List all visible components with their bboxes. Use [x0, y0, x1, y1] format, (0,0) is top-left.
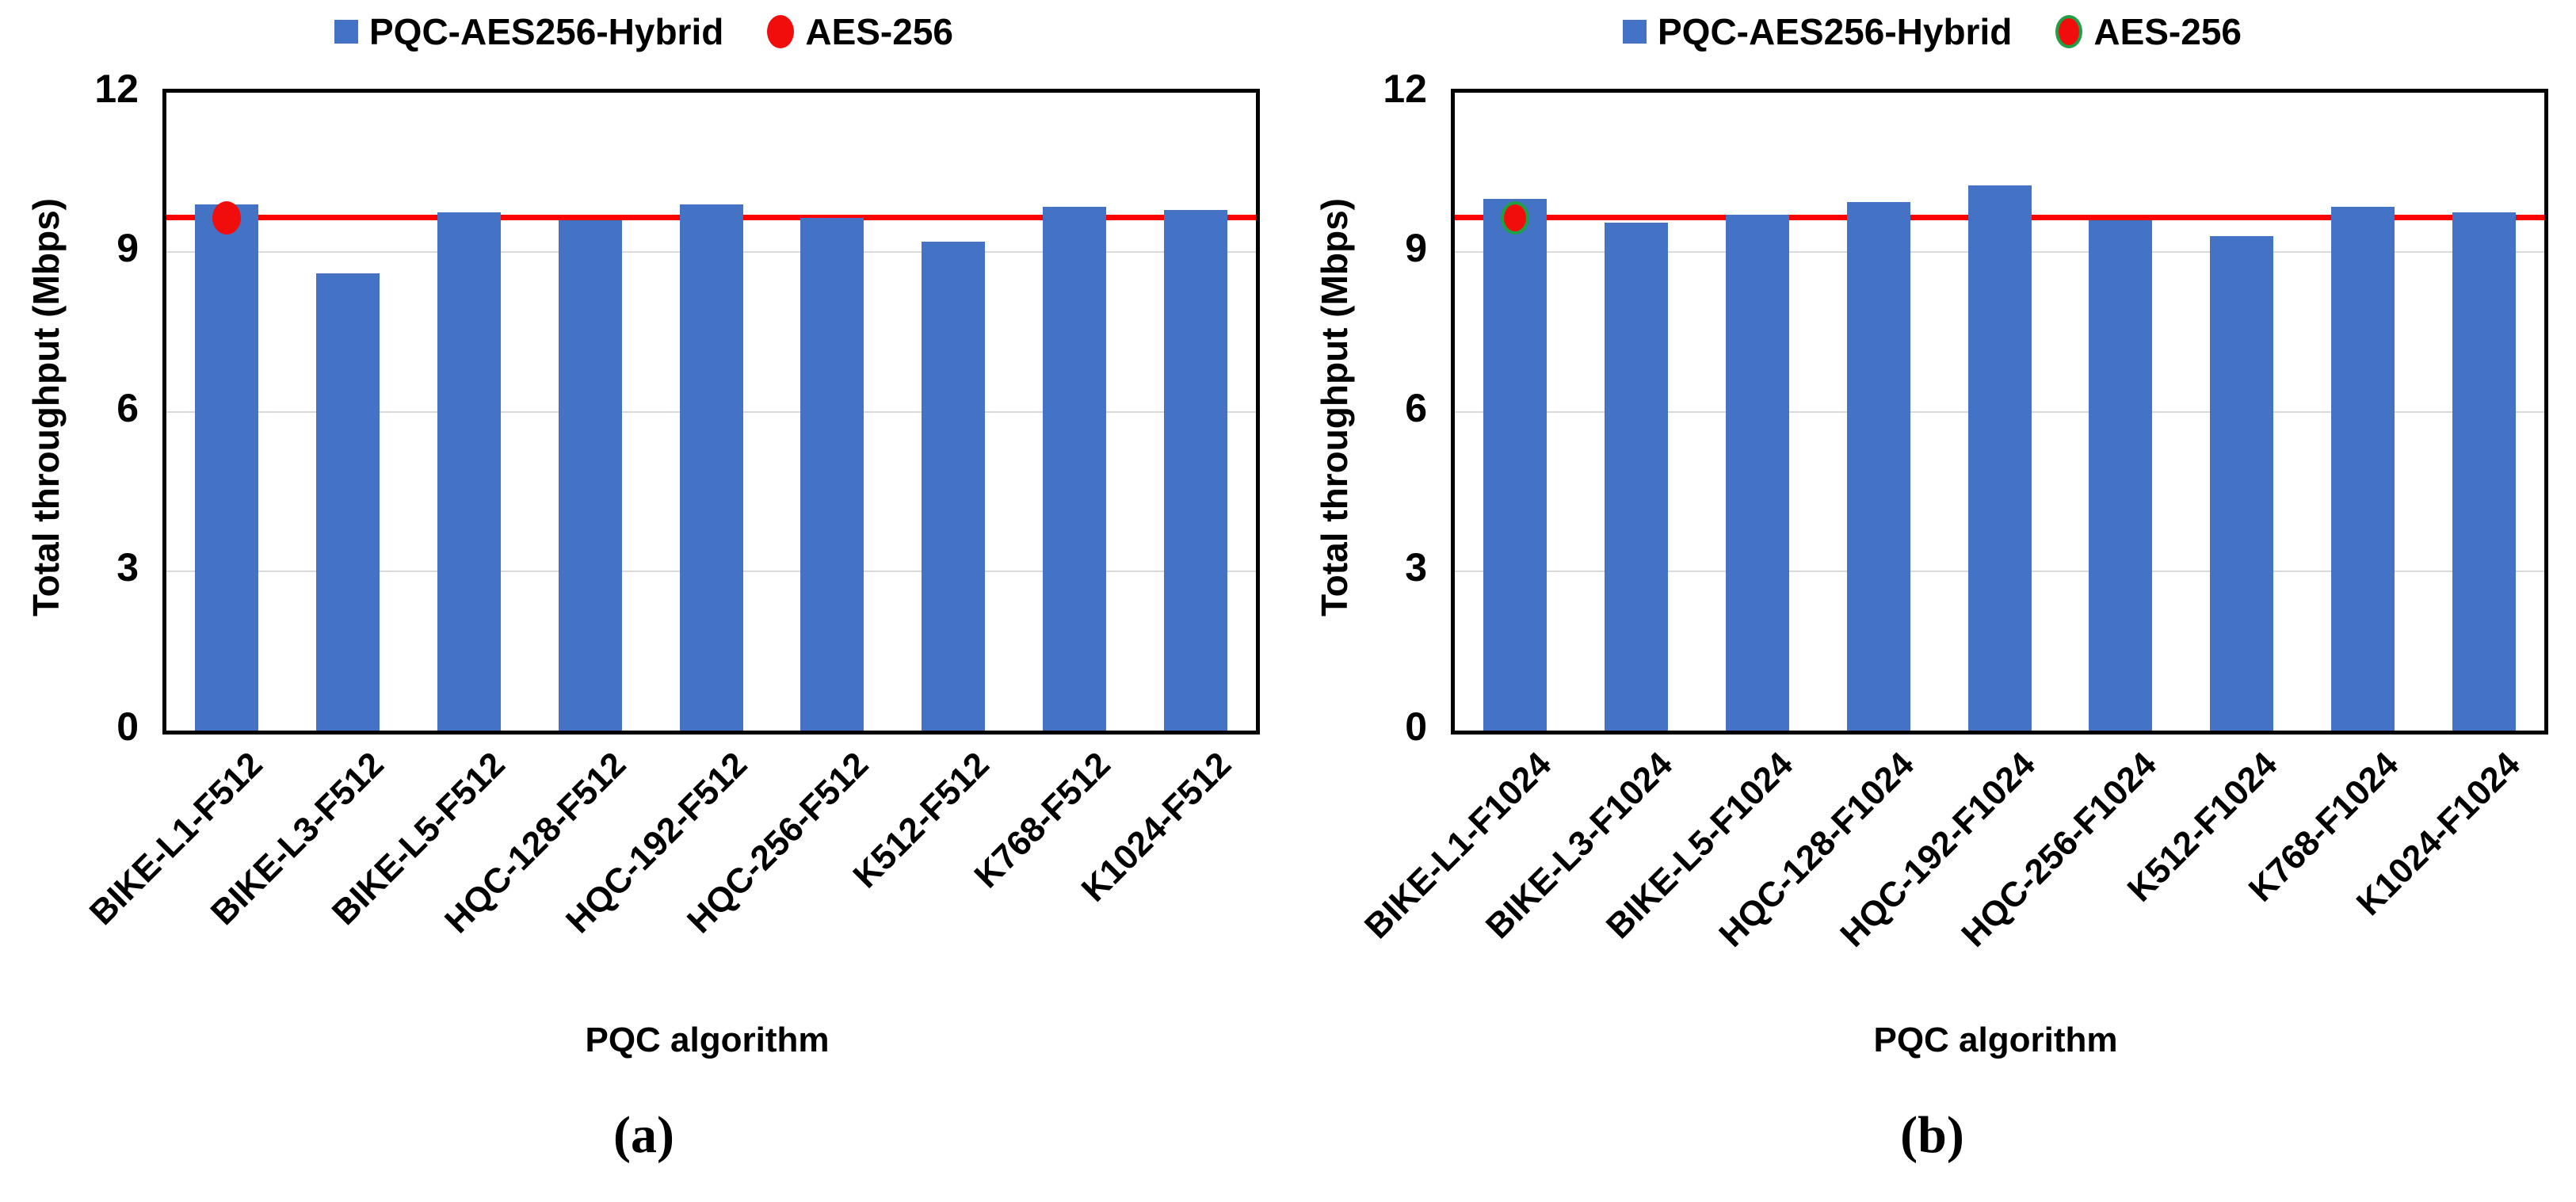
legend-dot-icon	[2055, 15, 2083, 48]
bar	[316, 273, 380, 731]
plot-area	[1451, 89, 2548, 735]
bar	[800, 217, 864, 731]
bar	[1605, 223, 1669, 731]
y-tick-label: 3	[116, 544, 139, 590]
bar	[2089, 220, 2153, 731]
legend-label-hybrid: PQC-AES256-Hybrid	[369, 11, 724, 52]
x-axis-title: PQC algorithm	[585, 1021, 830, 1059]
bar	[1725, 215, 1789, 731]
y-tick-label: 0	[1405, 704, 1427, 749]
bar	[1483, 199, 1548, 731]
subfigure-b: PQC-AES256-Hybrid AES-256 Total throughp…	[1288, 0, 2576, 1202]
subfigure-caption: (b)	[1900, 1106, 1964, 1164]
bar	[1967, 185, 2032, 731]
y-tick-label: 6	[1405, 385, 1427, 430]
bar	[2210, 236, 2274, 731]
y-tick-label: 3	[1405, 544, 1427, 590]
y-tick-label: 0	[116, 704, 139, 749]
x-axis-ticks: BIKE-L1-F1024 BIKE-L3-F1024 BIKE-L5-F1024 H…	[1357, 745, 2540, 1006]
legend-label-aes: AES-256	[805, 11, 953, 52]
bar	[922, 241, 986, 731]
y-tick-label: 6	[116, 385, 139, 430]
legend-item-aes: AES-256	[767, 10, 953, 53]
legend-label-aes: AES-256	[2093, 11, 2242, 52]
bar	[1163, 209, 1227, 731]
data-point-marker	[1501, 200, 1530, 235]
legend-item-aes: AES-256	[2055, 10, 2242, 53]
legend-bar-swatch-icon	[1623, 20, 1647, 44]
y-axis-ticks: 0 3 6 9 12	[28, 69, 139, 746]
y-tick-label: 12	[1383, 67, 1427, 111]
y-axis-ticks: 0 3 6 9 12	[1316, 69, 1427, 746]
x-axis-ticks: BIKE-L1-F512 BIKE-L3-F512 BIKE-L5-F512 HQC-…	[82, 745, 1252, 1006]
y-tick-label: 9	[116, 226, 139, 271]
y-tick-label: 12	[94, 67, 139, 111]
bar	[1042, 207, 1106, 731]
bar	[437, 212, 501, 731]
data-point-marker	[212, 200, 242, 235]
bar	[679, 204, 743, 731]
legend-dot-icon	[767, 15, 795, 48]
legend-item-hybrid: PQC-AES256-Hybrid	[1623, 10, 2012, 53]
legend-bar-swatch-icon	[334, 20, 358, 44]
legend-item-hybrid: PQC-AES256-Hybrid	[334, 10, 723, 53]
legend: PQC-AES256-Hybrid AES-256	[0, 8, 1288, 55]
subfigure-caption: (a)	[613, 1106, 674, 1164]
legend: PQC-AES256-Hybrid AES-256	[1288, 8, 2576, 55]
bar	[2452, 212, 2516, 731]
bar	[195, 204, 259, 731]
plot-area	[162, 89, 1260, 735]
legend-label-hybrid: PQC-AES256-Hybrid	[1658, 11, 2013, 52]
bar	[558, 220, 622, 731]
bar	[1846, 201, 1910, 731]
x-axis-title: PQC algorithm	[1873, 1021, 2118, 1059]
bar	[2330, 207, 2395, 731]
subfigure-a: PQC-AES256-Hybrid AES-256 Total throughp…	[0, 8, 1288, 1164]
y-tick-label: 9	[1405, 226, 1427, 271]
